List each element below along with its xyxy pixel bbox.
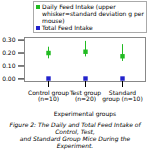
html-text:Figure 2: The Daily and Total: Figure 2: The Daily and Total Feed Intak…	[9, 121, 141, 149]
svg-text:0.00: 0.00	[2, 75, 16, 82]
html-text:Daily Feed Intake (upper whisk: Daily Feed Intake (upper whisker=standar…	[42, 3, 144, 24]
svg-text:0.20: 0.20	[2, 49, 16, 56]
svg-text:Experimental groups: Experimental groups	[54, 110, 116, 118]
html-text:Total Feed Intake: Total Feed Intake	[42, 24, 93, 31]
svg-text:Standardgroup (n=10): Standardgroup (n=10)	[102, 89, 142, 103]
svg-text:0.10: 0.10	[2, 62, 16, 69]
svg-text:Control group(n=10): Control group(n=10)	[28, 89, 69, 102]
svg-text:Test group(n=20): Test group(n=20)	[69, 89, 101, 102]
svg-text:0.30: 0.30	[2, 36, 16, 43]
